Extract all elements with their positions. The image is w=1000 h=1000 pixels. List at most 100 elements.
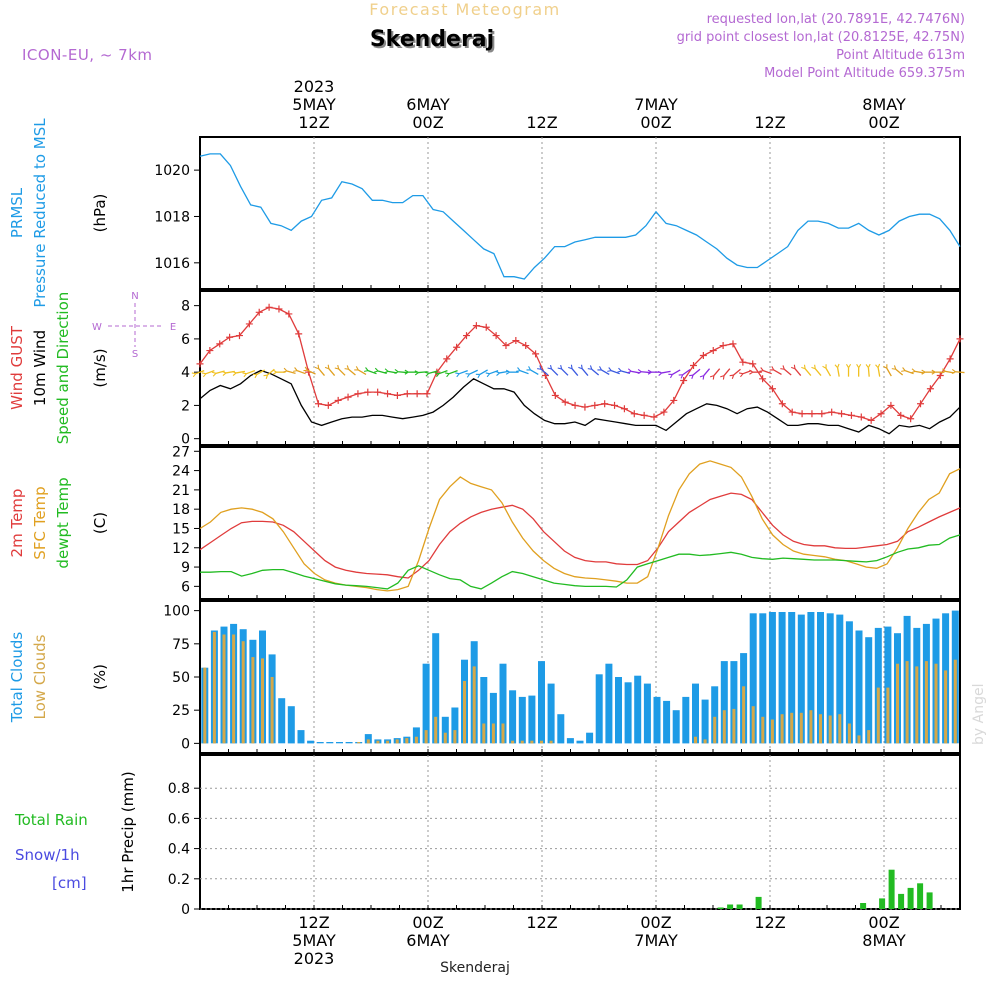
wind-direction-arrow (886, 367, 892, 377)
wind-arrow-head (211, 371, 217, 377)
total-cloud-bar (432, 633, 440, 744)
gust-point-marker (897, 411, 905, 419)
total-cloud-bar (663, 700, 671, 744)
total-cloud-bar (624, 682, 632, 744)
panel-label-line: 10m Wind (31, 330, 49, 406)
gust-point-marker (245, 320, 253, 328)
gust-point-marker (285, 310, 293, 318)
wind-direction-arrow (641, 371, 651, 374)
panel-frame (199, 136, 961, 290)
wind-direction-arrow (877, 367, 881, 377)
low-cloud-bar (838, 714, 842, 744)
low-cloud-bar (261, 658, 264, 744)
total-cloud-bar (412, 727, 420, 744)
wind-direction-arrow (703, 368, 711, 377)
wind-arrow-head (547, 364, 553, 370)
low-cloud-bar (251, 657, 255, 744)
wind-arrow-head (374, 367, 379, 373)
compass-north: N (131, 291, 138, 302)
compass-west: W (92, 322, 102, 333)
wind-direction-arrow (895, 368, 904, 376)
low-cloud-bar (376, 740, 380, 744)
wind-arrow-head (780, 365, 785, 370)
wind-arrow-head (729, 374, 735, 380)
wind-direction-arrow (256, 369, 266, 375)
top-time-label: 7MAY (634, 95, 678, 114)
wind-arrow-head (759, 367, 764, 372)
wind-arrow-head (791, 364, 796, 370)
top-time-label: 12Z (298, 113, 329, 132)
low-cloud-bar (222, 634, 226, 744)
wind-direction-arrow (814, 368, 822, 377)
gust-point-marker (295, 330, 303, 338)
y-tick-label: 0 (181, 902, 190, 918)
wind-direction-arrow (235, 370, 246, 374)
low-cloud-bar (761, 716, 765, 744)
low-cloud-bar (905, 661, 909, 744)
gust-point-marker (630, 410, 638, 418)
total-cloud-bar (768, 612, 776, 744)
panel-4: 0 25 50 75 100 Total Clouds Low Clouds (%) (8, 600, 961, 754)
gust-point-marker (640, 411, 648, 419)
low-cloud-bar (443, 732, 447, 744)
y-tick-label: 0.4 (168, 842, 190, 858)
wind-direction-arrow (773, 369, 782, 375)
gust-point-marker (926, 385, 934, 393)
panel-label-line: Pressure Reduced to MSL (31, 118, 49, 308)
series-wind-gust-line (199, 306, 961, 422)
gust-point-marker (314, 400, 322, 408)
footer-location: Skenderaj (440, 960, 510, 976)
low-cloud-bar (482, 723, 486, 744)
wind-arrow-head (941, 368, 946, 374)
bottom-time-label: 7MAY (634, 931, 678, 950)
gust-point-marker (364, 388, 372, 396)
wind-arrow-head (931, 369, 936, 375)
low-cloud-bar (857, 735, 861, 744)
wind-direction-arrow (611, 370, 620, 375)
gust-point-marker (334, 396, 342, 404)
wind-direction-arrow (530, 369, 539, 375)
low-cloud-bar (828, 715, 832, 744)
rain-bar (736, 904, 743, 909)
y-tick-label: 50 (172, 670, 190, 686)
gust-point-marker (690, 362, 698, 370)
wind-arrow-head (607, 367, 612, 372)
wind-direction-arrow (692, 368, 701, 376)
wind-arrow-head (738, 372, 744, 378)
y-tick-label: 18 (172, 502, 190, 518)
wind-direction-arrow (794, 368, 802, 377)
bottom-time-label: 12Z (754, 913, 785, 932)
gust-point-marker (512, 337, 520, 345)
low-cloud-bar (694, 736, 697, 744)
gust-point-marker (877, 410, 885, 418)
total-cloud-bar (701, 699, 709, 744)
low-cloud-bar (405, 738, 409, 744)
y-tick-label: 100 (163, 604, 190, 620)
wind-direction-arrow (367, 370, 377, 375)
panel-unit-label: 1hr Precip (mm) (119, 771, 137, 892)
gust-point-marker (561, 398, 569, 406)
series-prmsl-line (199, 153, 961, 280)
low-cloud-bar (463, 681, 466, 744)
gust-point-marker (551, 391, 559, 399)
panel-1: 1016 1018 1020 PRMSL Pressure Reduced to MSL… (8, 118, 961, 308)
wind-arrow-head (769, 366, 775, 371)
gust-point-marker (413, 390, 421, 398)
top-time-label: 00Z (640, 113, 671, 132)
panel-2: 0 2 4 6 8 Wind GUST 10m Wind Speed and Directio… (8, 290, 965, 448)
total-cloud-bar (489, 692, 497, 744)
total-cloud-bar (845, 621, 853, 744)
total-cloud-bar (547, 683, 555, 744)
y-tick-label: 4 (181, 365, 190, 381)
bottom-time-label: 12Z (526, 913, 557, 932)
gust-point-marker (719, 342, 727, 350)
panel-label-line: dewpt Temp (54, 477, 72, 568)
y-tick-label: 21 (172, 483, 190, 499)
low-cloud-bar (357, 742, 361, 744)
y-tick-label: 24 (172, 464, 190, 480)
panel-unit-label: (m/s) (91, 348, 109, 387)
low-cloud-bar (847, 723, 851, 744)
wind-direction-arrow (723, 368, 731, 377)
wind-direction-arrow (338, 368, 346, 376)
wind-direction-arrow (783, 368, 792, 376)
